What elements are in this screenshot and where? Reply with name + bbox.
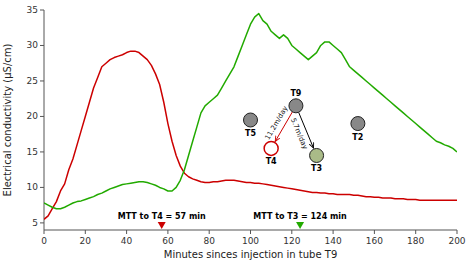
y-tick-label: 35: [27, 5, 38, 15]
y-tick: [40, 116, 44, 117]
x-marker: [158, 222, 166, 229]
y-tick: [40, 187, 44, 188]
x-tick-label: 140: [325, 236, 342, 246]
point: [351, 117, 365, 131]
x-tick-label: 100: [242, 236, 259, 246]
x-tick: [167, 230, 168, 234]
y-tick-label: 25: [27, 76, 38, 86]
x-marker-label: MTT to T4 = 57 min: [118, 212, 206, 221]
series-line: [44, 14, 457, 209]
x-tick: [457, 230, 458, 234]
x-tick-label: 20: [80, 236, 92, 246]
x-tick: [291, 230, 292, 234]
plot-area: [44, 14, 457, 220]
chart: 0 20 40 60 80 100 120 140 160 180 200 5 10 15 20 25 30 35…: [0, 0, 469, 263]
x-marker: [296, 222, 304, 229]
x-tick: [250, 230, 251, 234]
y-tick: [40, 80, 44, 81]
point-label: T4: [266, 157, 277, 166]
x-tick: [44, 230, 45, 234]
y-tick: [40, 222, 44, 223]
arrow-label: 5.7m/day: [289, 117, 309, 151]
x-tick: [333, 230, 334, 234]
x-marker-label: MTT to T3 = 124 min: [253, 212, 347, 221]
arrow-label: 11.2m/day: [264, 105, 290, 142]
y-tick-label: 15: [27, 147, 38, 157]
x-tick: [126, 230, 127, 234]
y-tick-label: 30: [27, 40, 39, 50]
x-axis-label: Minutes sinces injection in tube T9: [164, 249, 338, 260]
y-tick: [40, 151, 44, 152]
series-line: [44, 51, 457, 219]
x-tick-label: 80: [203, 236, 215, 246]
point: [264, 141, 278, 155]
y-axis-line: [44, 10, 45, 230]
x-tick: [374, 230, 375, 234]
x-tick-label: 160: [366, 236, 383, 246]
y-tick-label: 20: [27, 111, 39, 121]
point-label: T5: [245, 129, 256, 138]
x-tick-label: 0: [41, 236, 47, 246]
point-label: T9: [290, 89, 301, 98]
point: [289, 99, 303, 113]
point-label: T2: [352, 133, 363, 142]
x-tick-label: 120: [283, 236, 300, 246]
y-tick-label: 5: [32, 218, 38, 228]
point: [310, 148, 324, 162]
point-label: T3: [311, 164, 322, 173]
x-tick: [415, 230, 416, 234]
x-tick-label: 40: [121, 236, 133, 246]
x-tick-label: 200: [448, 236, 465, 246]
y-tick: [40, 45, 44, 46]
point: [244, 113, 258, 127]
y-tick-label: 10: [27, 182, 39, 192]
y-tick: [40, 10, 44, 11]
y-axis-label: Electrical conductivity (μS/cm): [2, 43, 13, 196]
x-tick: [209, 230, 210, 234]
x-tick-label: 60: [162, 236, 174, 246]
x-tick: [85, 230, 86, 234]
x-tick-label: 180: [407, 236, 424, 246]
